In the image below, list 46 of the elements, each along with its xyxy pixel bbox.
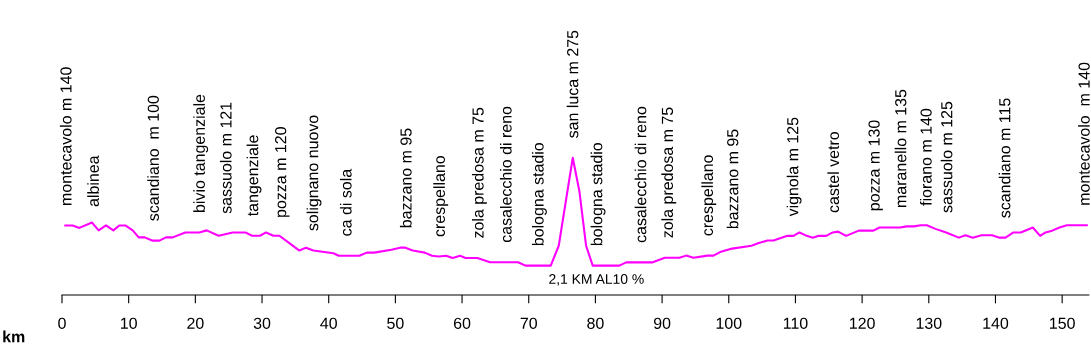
annotation: san luca m 275 bbox=[566, 30, 579, 138]
annotation: solignano nuovo bbox=[306, 115, 322, 231]
annotation: tangenziale bbox=[246, 135, 262, 217]
annotation: zola predosa m 75 bbox=[661, 107, 677, 238]
annotation: albinea bbox=[87, 155, 99, 207]
x-tick-label: 130 bbox=[916, 317, 942, 329]
annotation: zola predosa m 75 bbox=[471, 107, 487, 238]
x-tick-label: 60 bbox=[453, 317, 471, 329]
annotation: bologna stadio bbox=[590, 142, 606, 246]
x-tick-label: 110 bbox=[783, 317, 808, 329]
annotation: bologna stadio bbox=[531, 142, 547, 246]
annotation: crespellano bbox=[701, 155, 717, 236]
annotation: montecavolo m 140 bbox=[59, 67, 72, 205]
x-tick-label: 120 bbox=[850, 317, 875, 329]
x-tick-label: 100 bbox=[716, 317, 742, 329]
annotation: montecavolo m 140 bbox=[1078, 62, 1090, 205]
x-tick-label: 70 bbox=[520, 317, 537, 329]
x-tick-label: 0 bbox=[58, 317, 66, 329]
annotation: pozza m 130 bbox=[868, 120, 883, 211]
annotation: fiorano m 140 bbox=[920, 108, 932, 206]
annotation: bazzano m 95 bbox=[399, 128, 412, 228]
x-tick-label: 80 bbox=[587, 317, 604, 329]
x-tick-label: 140 bbox=[983, 317, 1009, 329]
annotation: scandiano m 115 bbox=[998, 98, 1011, 218]
annotation: casalecchio di reno bbox=[499, 106, 512, 243]
annotation: casalecchio di reno bbox=[634, 106, 647, 243]
x-tick-label: 90 bbox=[653, 317, 671, 329]
annotation: maranello m 135 bbox=[894, 89, 907, 207]
annotation: castel vetro bbox=[827, 131, 840, 213]
x-tick-label: 150 bbox=[1050, 317, 1075, 329]
x-axis-title: km bbox=[3, 330, 25, 343]
x-tick-label: 30 bbox=[253, 317, 271, 329]
annotation: sassuolo m 121 bbox=[219, 102, 232, 214]
annotation: 2,1 KM AL10 % bbox=[549, 274, 644, 286]
annotation: crespellano bbox=[433, 155, 449, 237]
annotation: ca di sola bbox=[339, 168, 352, 236]
annotation: pozza m 120 bbox=[275, 127, 290, 217]
x-tick-label: 50 bbox=[387, 317, 404, 329]
annotation: bazzano m 95 bbox=[726, 129, 739, 229]
annotation: scandiano m 100 bbox=[147, 95, 159, 221]
annotation: sassuolo m 125 bbox=[940, 101, 953, 213]
annotation: vignola m 125 bbox=[786, 117, 802, 217]
x-tick-label: 20 bbox=[187, 317, 204, 329]
x-tick-label: 10 bbox=[121, 317, 137, 329]
annotation: bivio tangenziale bbox=[193, 94, 209, 212]
x-tick-label: 40 bbox=[320, 317, 337, 329]
